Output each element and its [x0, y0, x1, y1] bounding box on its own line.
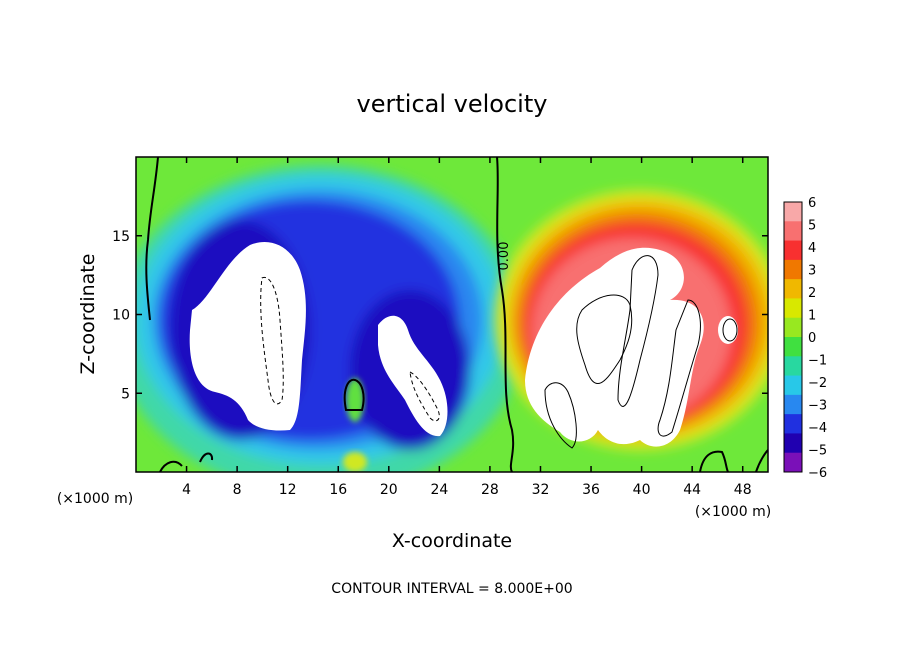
y-axis-label: Z-coordinate	[77, 254, 99, 375]
colorbar-swatch	[784, 259, 802, 280]
colorbar-tick-label: −3	[808, 399, 827, 414]
y-tick-label: 10	[112, 308, 130, 324]
colorbar-swatch	[784, 298, 802, 319]
x-tick-label: 32	[532, 482, 550, 498]
contour-interval-footer: CONTOUR INTERVAL = 8.000E+00	[331, 581, 572, 597]
colorbar-swatch	[784, 433, 802, 454]
colorbar-tick-label: 0	[808, 331, 816, 346]
x-unit-label-left: (×1000 m)	[57, 491, 133, 507]
colorbar-swatch	[784, 356, 802, 377]
colorbar-swatch	[784, 375, 802, 396]
colorbar-tick-label: 1	[808, 309, 816, 324]
x-tick-label: 12	[279, 482, 297, 498]
y-tick-label: 15	[112, 229, 130, 245]
contour-label: 0.00	[497, 242, 512, 271]
colorbar: 6 5 4 3 2 1 0 −1 −2 −3 −4 −5 −6	[783, 196, 827, 481]
colorbar-tick-label: −2	[808, 376, 827, 391]
x-tick-label: 16	[329, 482, 347, 498]
x-axis-label: X-coordinate	[392, 530, 512, 552]
zero-contour-main	[496, 157, 515, 472]
colorbar-tick-label: 2	[808, 286, 816, 301]
x-tick-label: 28	[481, 482, 499, 498]
x-tick-label: 8	[233, 482, 242, 498]
chart-title: vertical velocity	[357, 90, 548, 118]
colorbar-tick-label: 5	[808, 219, 816, 234]
x-tick-label: 24	[430, 482, 448, 498]
colorbar-swatch	[784, 337, 802, 357]
colorbar-swatch	[784, 221, 802, 242]
x-tick-label: 36	[582, 482, 600, 498]
colorbar-swatch	[784, 394, 802, 415]
colorbar-tick-label: −1	[808, 354, 827, 369]
colorbar-tick-label: −4	[808, 421, 827, 436]
x-tick-label: 20	[380, 482, 398, 498]
x-tick-label: 40	[633, 482, 651, 498]
colorbar-swatch	[784, 452, 802, 473]
colorbar-swatch	[784, 414, 802, 434]
colorbar-tick-label: 4	[808, 241, 816, 256]
colorbar-swatch	[784, 202, 802, 222]
colorbar-swatch	[784, 317, 802, 338]
y-tick-label: 5	[121, 386, 130, 402]
colorbar-swatch	[784, 279, 802, 299]
colorbar-tick-label: 3	[808, 264, 816, 279]
zero-contour-left	[145, 157, 159, 321]
x-unit-label-right: (×1000 m)	[695, 504, 771, 520]
x-axis: 4 8 12 16 20 24 28 32 36 40 44 48	[182, 157, 752, 498]
colorbar-frame	[783, 201, 803, 473]
colorbar-tick-label: −5	[808, 444, 827, 459]
colorbar-tick-label: 6	[808, 196, 816, 211]
x-tick-label: 4	[182, 482, 191, 498]
y-axis: 5 10 15	[112, 229, 768, 402]
colorbar-swatch	[784, 240, 802, 261]
x-tick-label: 44	[683, 482, 701, 498]
colorbar-tick-label: −6	[808, 466, 827, 481]
velocity-field: 0.00	[136, 157, 768, 472]
x-tick-label: 48	[734, 482, 752, 498]
